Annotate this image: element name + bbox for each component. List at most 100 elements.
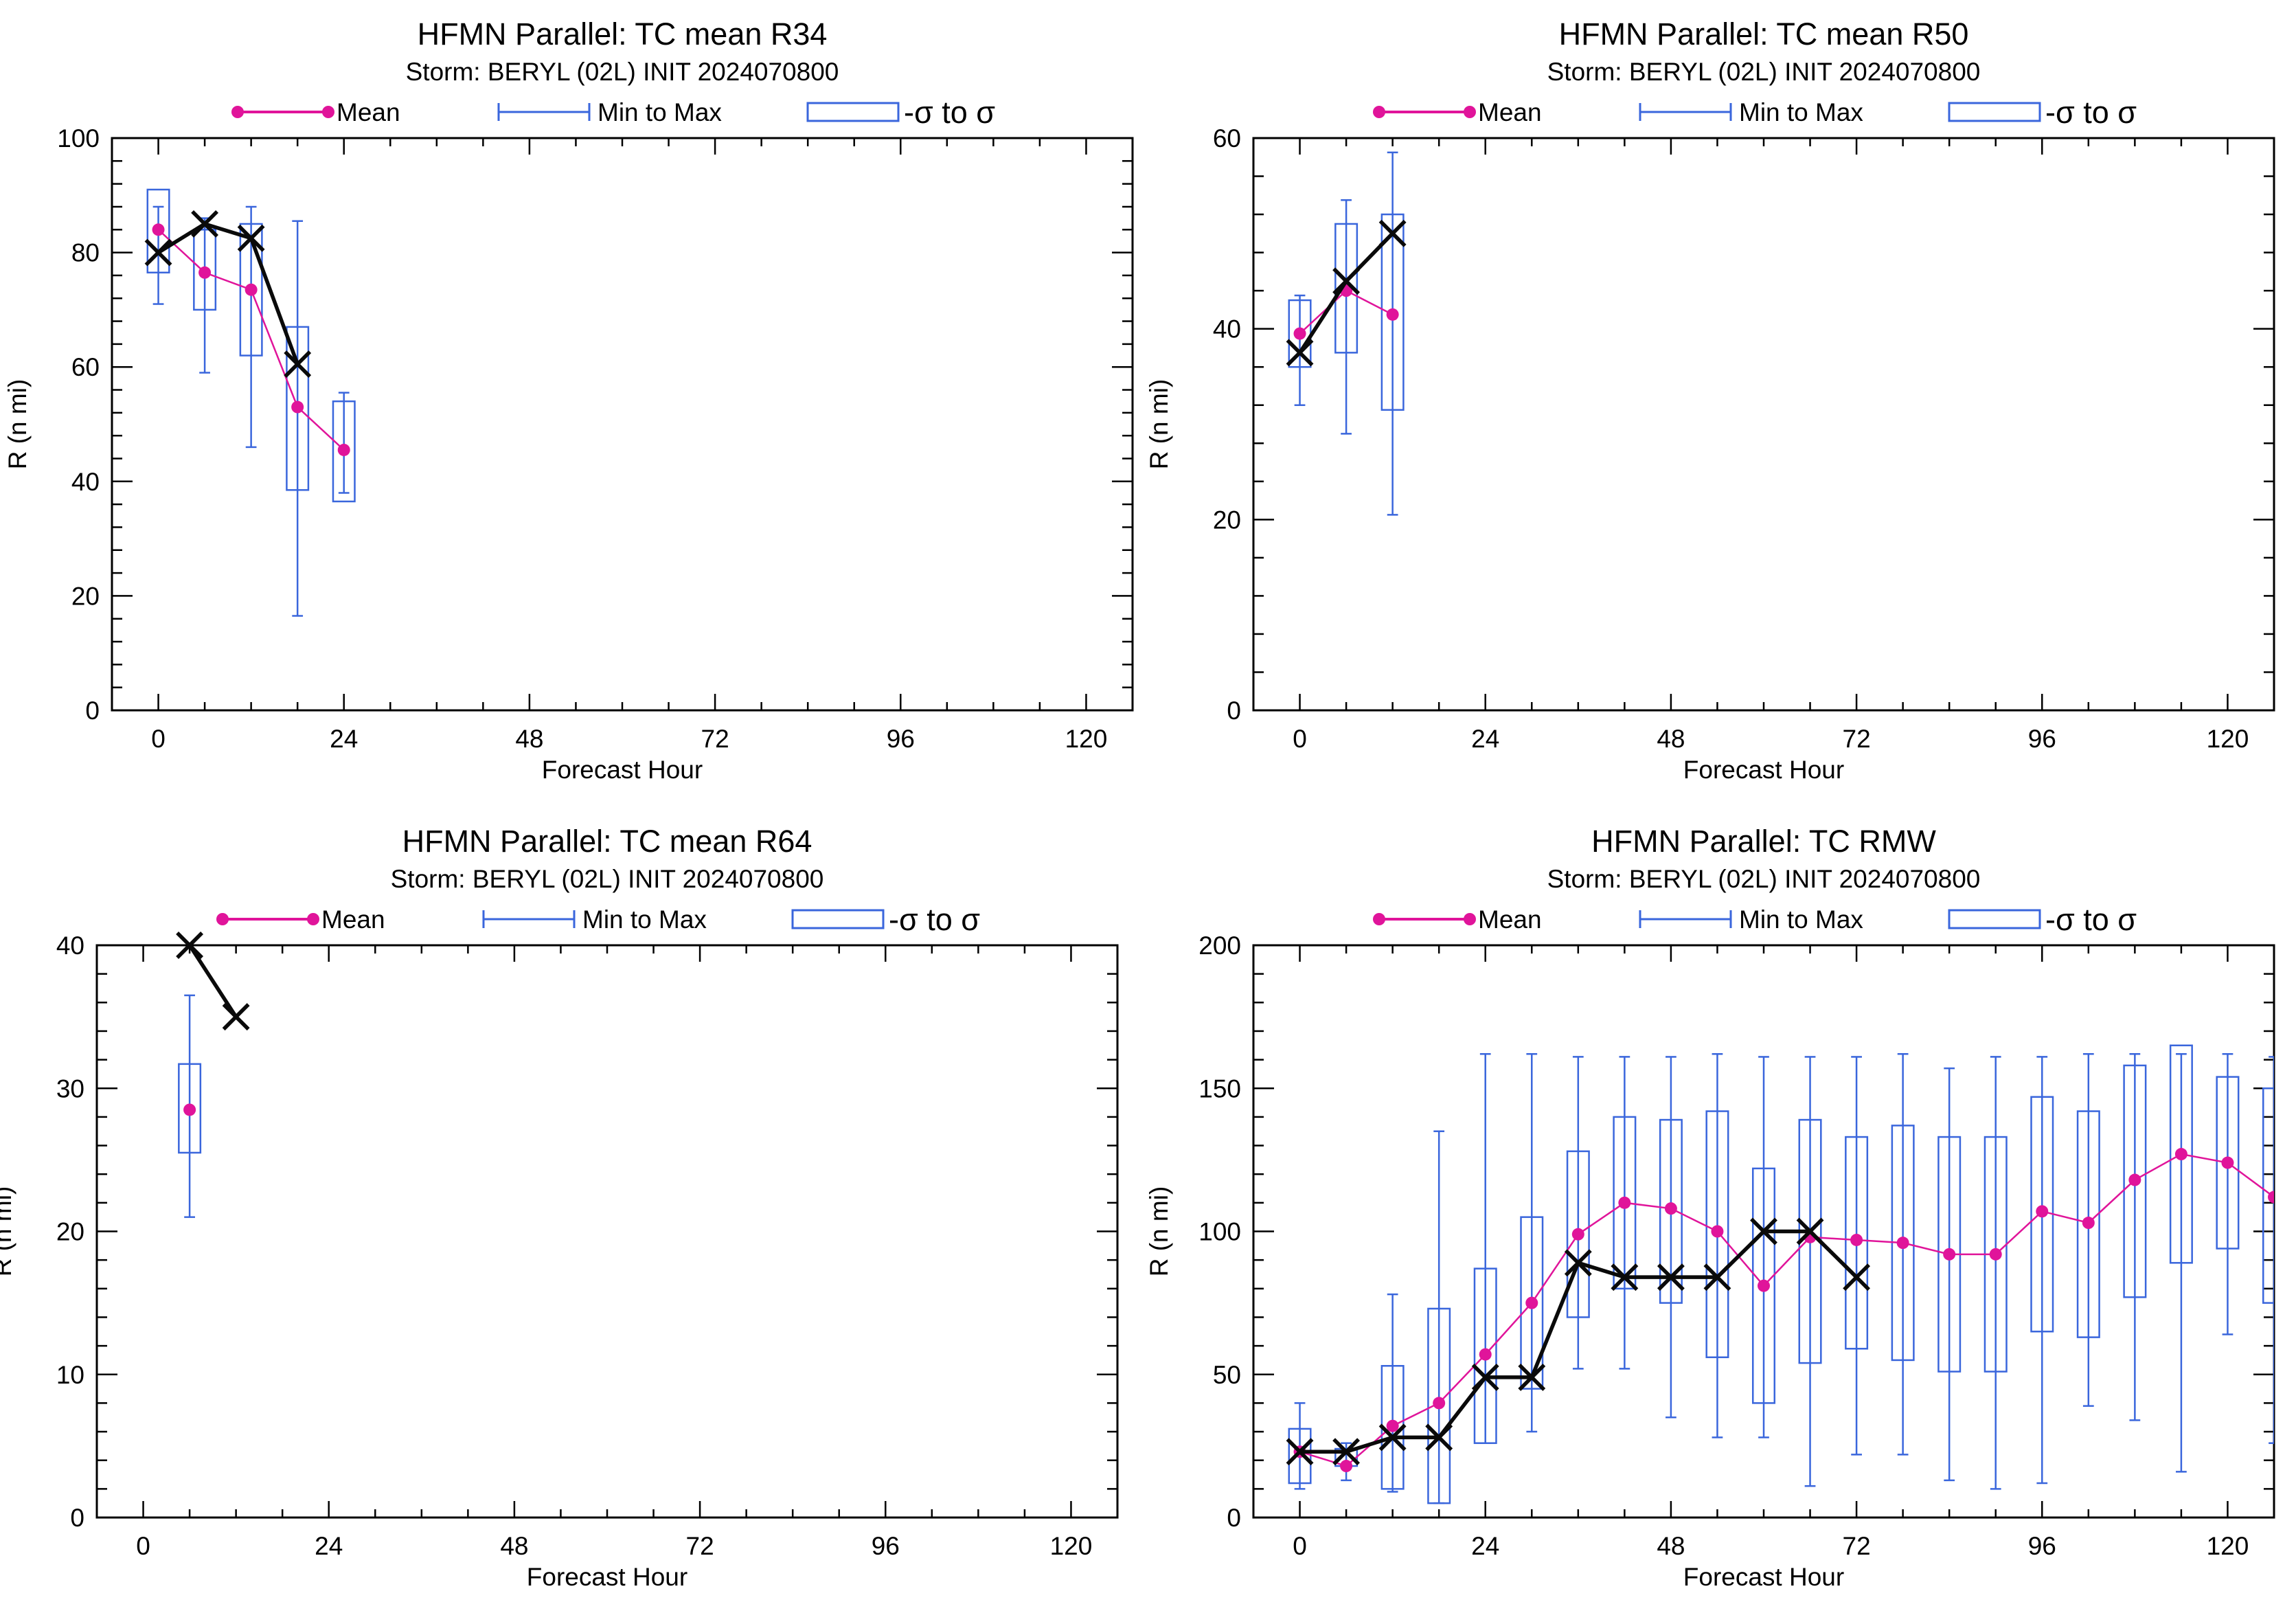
legend-sigma-box bbox=[1948, 909, 2041, 929]
x-tick-label: 120 bbox=[2207, 1532, 2249, 1560]
mean-point bbox=[2221, 1156, 2234, 1169]
x-tick-label: 72 bbox=[1843, 1532, 1871, 1560]
chart-title: HFMN Parallel: TC mean R50 bbox=[1559, 16, 1969, 52]
mean-point bbox=[198, 266, 212, 279]
observed-marker bbox=[1378, 1423, 1407, 1452]
observed-x-stroke bbox=[176, 932, 204, 959]
data-layer bbox=[1288, 151, 1405, 516]
y-tick-label: 0 bbox=[70, 1504, 84, 1532]
y-tick-label: 60 bbox=[1213, 124, 1241, 153]
observed-marker bbox=[1796, 1217, 1824, 1245]
legend-minmax-label: Min to Max bbox=[582, 905, 707, 934]
sigma-box bbox=[1520, 1216, 1544, 1390]
x-tick-label: 96 bbox=[2028, 725, 2056, 753]
x-tick-label: 0 bbox=[1293, 725, 1307, 753]
mean-point bbox=[1386, 308, 1399, 321]
chart-title: HFMN Parallel: TC RMW bbox=[1591, 824, 1936, 859]
sigma-box bbox=[1334, 223, 1359, 354]
observed-marker bbox=[1332, 267, 1361, 295]
observed-x-stroke bbox=[1564, 1249, 1592, 1277]
mean-point bbox=[1571, 1228, 1584, 1241]
observed-marker bbox=[1332, 1438, 1361, 1466]
legend-sigma-box bbox=[1948, 102, 2041, 122]
mean-point bbox=[1340, 1460, 1353, 1473]
observed-marker bbox=[1843, 1263, 1871, 1291]
chart-panel-3: HFMN Parallel: TC mean R64 Storm: BERYL (… bbox=[0, 824, 1119, 1591]
x-tick-label: 0 bbox=[1293, 1532, 1307, 1560]
legend-sigma-label: -σ to σ bbox=[904, 95, 995, 130]
observed-x-stroke bbox=[191, 210, 219, 238]
observed-marker bbox=[144, 238, 172, 267]
y-tick-label: 0 bbox=[85, 697, 100, 725]
mean-point bbox=[1386, 1419, 1399, 1432]
sigma-box bbox=[1288, 1428, 1312, 1485]
legend-mean-label: Mean bbox=[1478, 905, 1542, 934]
sigma-box bbox=[1473, 1267, 1497, 1444]
plot-frame bbox=[1252, 137, 2275, 712]
y-tick-label: 40 bbox=[56, 932, 84, 960]
mean-point bbox=[1896, 1237, 1909, 1250]
legend-sigma-label: -σ to σ bbox=[2045, 902, 2137, 937]
y-tick-label: 150 bbox=[1198, 1074, 1241, 1103]
legend-mean-label: Mean bbox=[1478, 98, 1542, 126]
y-tick-label: 100 bbox=[57, 124, 100, 153]
observed-x-stroke bbox=[1657, 1263, 1685, 1291]
x-tick-label: 72 bbox=[1843, 725, 1871, 753]
y-tick-label: 100 bbox=[1198, 1218, 1241, 1246]
chart-subtitle: Storm: BERYL (02L) INIT 2024070800 bbox=[1547, 865, 1981, 893]
plot-frame bbox=[95, 944, 1119, 1519]
legend-mean-marker bbox=[307, 913, 319, 925]
mean-point bbox=[2268, 1191, 2274, 1204]
x-tick-label: 72 bbox=[686, 1532, 714, 1560]
observed-x-stroke bbox=[222, 1003, 250, 1031]
y-tick-label: 10 bbox=[56, 1361, 84, 1389]
sigma-box bbox=[1427, 1307, 1451, 1504]
observed-marker bbox=[191, 210, 219, 238]
x-tick-label: 120 bbox=[2207, 725, 2249, 753]
observed-x-stroke bbox=[1286, 1438, 1314, 1466]
x-tick-label: 120 bbox=[1050, 1532, 1093, 1560]
legend: Mean Min to Max -σ to σ bbox=[231, 95, 995, 130]
mean-point bbox=[291, 401, 304, 414]
y-tick-label: 20 bbox=[71, 582, 100, 610]
mean-point bbox=[1525, 1296, 1538, 1309]
observed-marker bbox=[237, 224, 265, 252]
y-tick-label: 60 bbox=[71, 353, 100, 381]
chart-panel-1: HFMN Parallel: TC mean R34 Storm: BERYL (… bbox=[3, 16, 1134, 784]
legend-sigma-box bbox=[806, 102, 900, 122]
observed-x-stroke bbox=[1425, 1423, 1453, 1452]
x-tick-label: 24 bbox=[1471, 1532, 1499, 1560]
observed-x-stroke bbox=[1286, 339, 1314, 367]
y-tick-label: 30 bbox=[56, 1074, 84, 1103]
observed-x-stroke bbox=[144, 238, 172, 267]
mean-point bbox=[1989, 1248, 2002, 1261]
observed-marker bbox=[284, 350, 312, 378]
sigma-box bbox=[2123, 1064, 2147, 1298]
sigma-box bbox=[178, 1063, 202, 1154]
observed-marker bbox=[1611, 1263, 1639, 1291]
x-tick-label: 96 bbox=[887, 725, 915, 753]
observed-x-stroke bbox=[237, 224, 265, 252]
chart-subtitle: Storm: BERYL (02L) INIT 2024070800 bbox=[391, 865, 824, 893]
y-axis-label: R (n mi) bbox=[1145, 1186, 1173, 1277]
sigma-box bbox=[1751, 1167, 1776, 1404]
y-tick-label: 0 bbox=[1227, 697, 1241, 725]
observed-marker bbox=[1425, 1423, 1453, 1452]
sigma-box bbox=[2216, 1076, 2240, 1250]
mean-point bbox=[337, 443, 350, 456]
observed-x-stroke bbox=[1378, 219, 1407, 247]
sigma-box bbox=[2076, 1110, 2100, 1338]
legend-sigma-label: -σ to σ bbox=[2045, 95, 2137, 130]
mean-line bbox=[1299, 1153, 2274, 1467]
chart-subtitle: Storm: BERYL (02L) INIT 2024070800 bbox=[406, 58, 839, 86]
observed-x-stroke bbox=[1750, 1217, 1777, 1245]
y-axis-label: R (n mi) bbox=[1145, 379, 1173, 470]
observed-line bbox=[187, 944, 238, 1018]
legend: Mean Min to Max -σ to σ bbox=[1373, 95, 2137, 130]
x-axis-label: Forecast Hour bbox=[527, 1563, 687, 1591]
legend-mean-label: Mean bbox=[321, 905, 385, 934]
observed-x-stroke bbox=[1518, 1363, 1546, 1391]
x-tick-label: 96 bbox=[2028, 1532, 2056, 1560]
sigma-box bbox=[2169, 1044, 2193, 1264]
observed-x-stroke bbox=[1471, 1363, 1499, 1391]
